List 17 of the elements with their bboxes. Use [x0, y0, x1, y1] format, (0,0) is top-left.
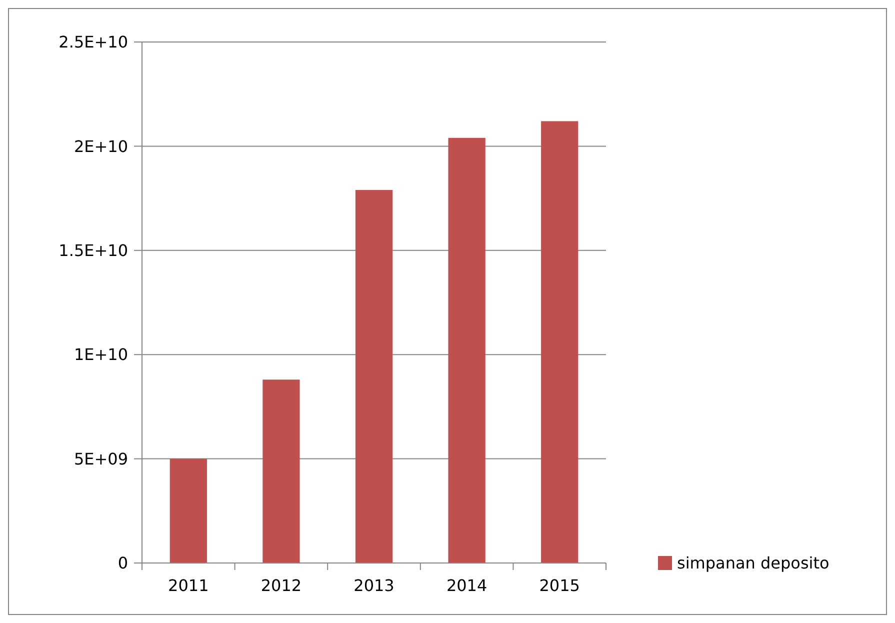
y-tick-label: 1.5E+10	[58, 241, 128, 260]
bar	[355, 190, 393, 563]
x-tick-label: 2015	[539, 576, 580, 595]
y-tick-label: 5E+09	[74, 449, 128, 468]
y-tick-label: 2.5E+10	[58, 32, 128, 52]
bar	[170, 458, 207, 563]
y-tick-label: 0	[118, 554, 128, 573]
bar	[541, 121, 578, 563]
x-tick-label: 2014	[446, 576, 488, 595]
legend-label: simpanan deposito	[677, 554, 830, 573]
x-tick-label: 2013	[354, 576, 394, 595]
y-tick-label: 2E+10	[74, 136, 128, 156]
x-tick-label: 2011	[168, 576, 209, 595]
x-tick-label: 2012	[260, 576, 302, 595]
y-tick-label: 1E+10	[74, 345, 128, 364]
bar	[448, 138, 486, 563]
bar	[262, 380, 300, 563]
